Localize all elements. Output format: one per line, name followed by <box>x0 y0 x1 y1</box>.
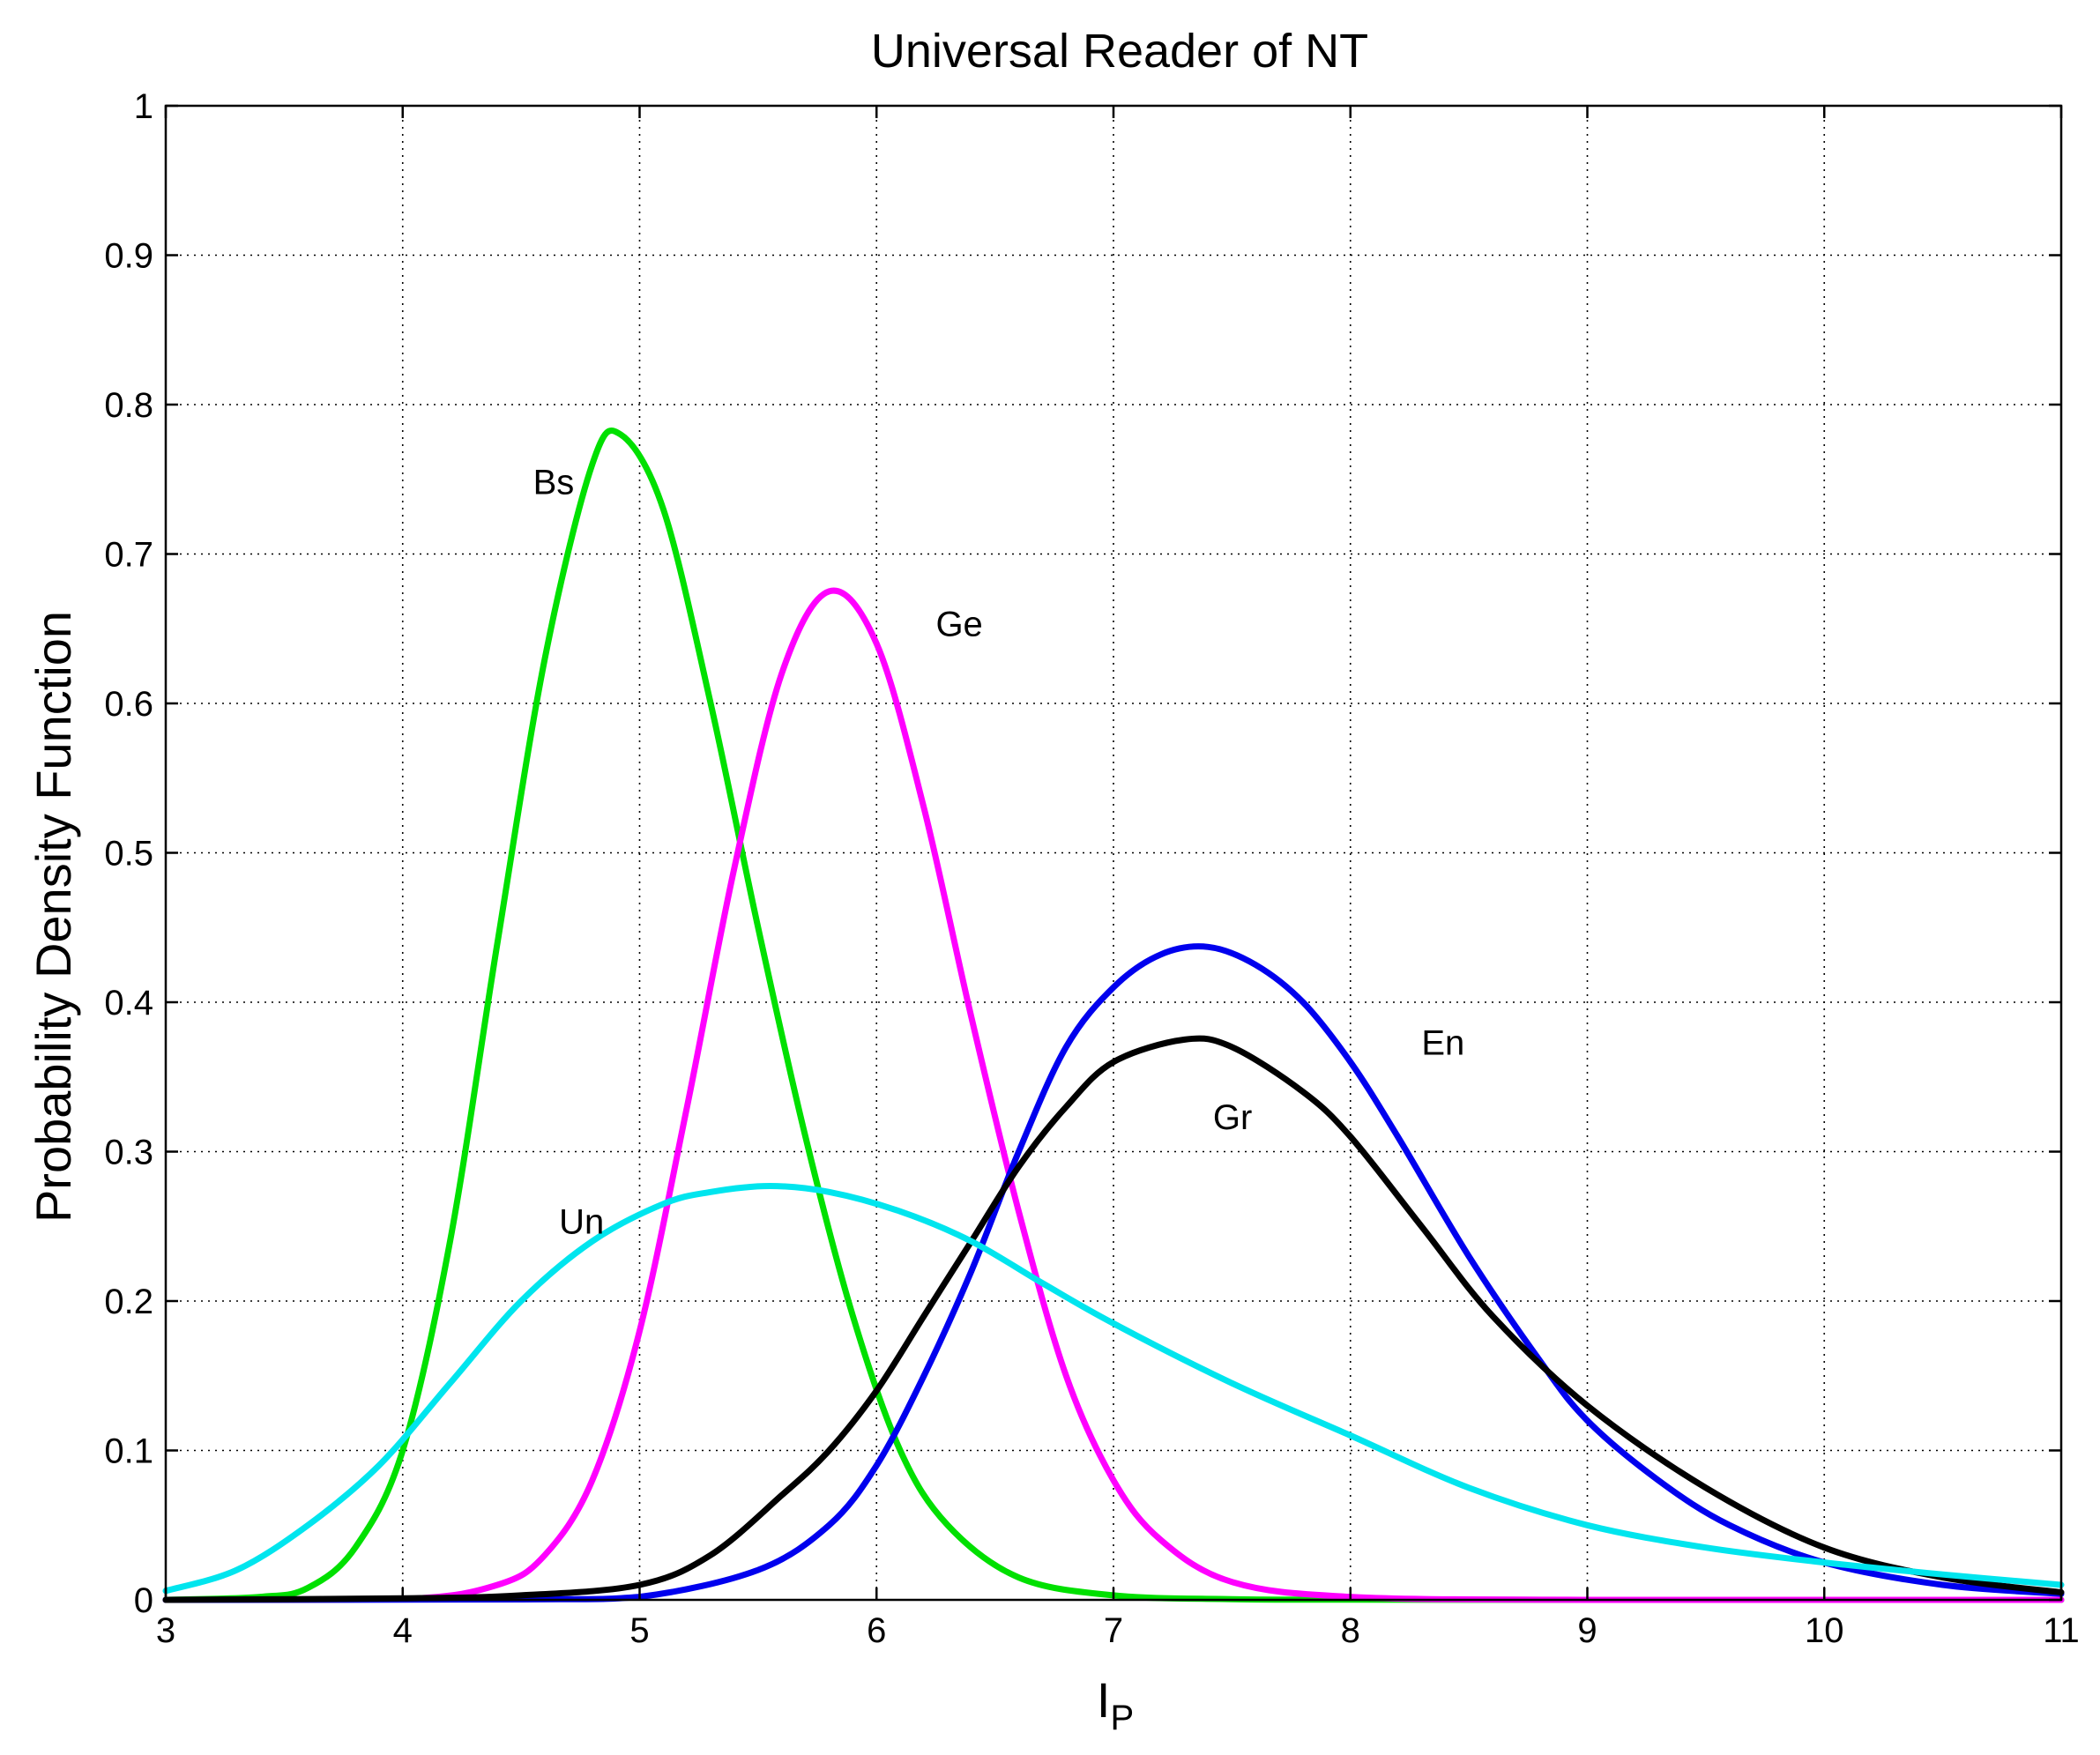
y-tick-label: 0.3 <box>104 1134 153 1172</box>
y-tick-label: 1 <box>134 87 153 126</box>
x-tick-label: 11 <box>2043 1611 2080 1650</box>
x-axis-title-subscript: P <box>1110 1699 1134 1737</box>
curve-label-ge: Ge <box>935 606 982 644</box>
x-tick-label: 6 <box>867 1611 886 1650</box>
y-tick-label: 0.7 <box>104 536 153 575</box>
curve-labels: Bs Ge En Gr Un <box>533 464 1465 1242</box>
series-line-gr <box>162 1035 2065 1603</box>
grid-lines <box>166 106 2061 1600</box>
y-tick-label: 0.9 <box>104 237 153 276</box>
curve-label-un: Un <box>559 1203 604 1242</box>
x-tick-label: 3 <box>156 1611 175 1650</box>
curve-label-en: En <box>1421 1023 1464 1062</box>
series-line-en <box>162 943 2065 1603</box>
y-tick-label: 0.8 <box>104 386 153 425</box>
x-tick-label: 10 <box>1805 1611 1844 1650</box>
x-axis-title: IP <box>1097 1672 1134 1737</box>
chart-title: Universal Reader of NT <box>871 25 1368 78</box>
x-tick-label: 7 <box>1104 1611 1123 1650</box>
y-tick-label: 0.2 <box>104 1283 153 1321</box>
series-line-un <box>162 1183 2065 1595</box>
curve-label-bs: Bs <box>533 464 575 502</box>
y-tick-label: 0.6 <box>104 685 153 724</box>
y-tick-label: 0.4 <box>104 984 153 1023</box>
x-axis-title-main: I <box>1097 1672 1111 1728</box>
y-axis-title: Probability Density Function <box>26 611 81 1223</box>
y-tick-label: 0.1 <box>104 1432 153 1471</box>
x-tick-label: 8 <box>1341 1611 1360 1650</box>
y-tick-label: 0 <box>134 1581 153 1620</box>
x-tick-label: 5 <box>629 1611 649 1650</box>
x-tick-label: 4 <box>393 1611 413 1650</box>
series-line-ge <box>162 587 2065 1603</box>
y-tick-label: 0.5 <box>104 835 153 874</box>
curve-label-gr: Gr <box>1213 1098 1252 1137</box>
x-tick-label: 9 <box>1577 1611 1597 1650</box>
axis-ticks: 3 4 5 6 7 8 9 10 11 0 0.1 0.2 0.3 0.4 0.5 0.6 0.7 0.8 0.9 1 <box>104 87 2079 1650</box>
